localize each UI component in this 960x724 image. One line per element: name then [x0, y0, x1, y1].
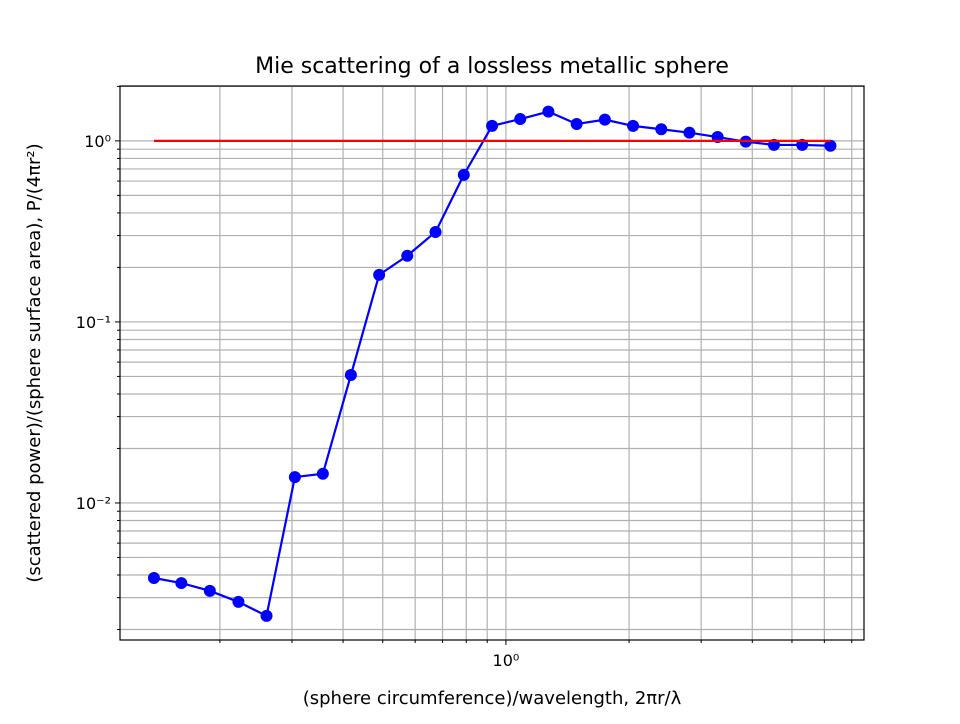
data-point [429, 225, 442, 238]
data-point [570, 117, 583, 130]
data-point [316, 467, 329, 480]
data-point [344, 369, 357, 382]
data-point [683, 126, 696, 139]
data-point [627, 119, 640, 132]
x-tick-label: 10⁰ [493, 651, 520, 670]
data-point [260, 609, 273, 622]
plot-frame [119, 85, 865, 641]
data-point [203, 584, 216, 597]
x-axis-label: (sphere circumference)/wavelength, 2πr/λ [303, 688, 682, 709]
y-tick-label: 10⁻² [76, 494, 111, 513]
data-point [655, 123, 668, 136]
series-line [153, 110, 831, 618]
y-tick-label: 10⁰ [84, 132, 111, 151]
data-point [514, 113, 527, 126]
data-point [457, 168, 470, 181]
data-point [824, 139, 837, 152]
data-point [486, 119, 499, 132]
data-point [232, 595, 245, 608]
data-point [401, 249, 414, 262]
data-point [147, 572, 160, 585]
y-axis-label: (scattered power)/(sphere surface area),… [24, 143, 45, 582]
data-point [542, 105, 555, 118]
chart-title: Mie scattering of a lossless metallic sp… [255, 54, 729, 79]
data-point [288, 471, 301, 484]
y-tick-label: 10⁻¹ [76, 313, 111, 332]
data-point [175, 577, 188, 590]
data-point [373, 268, 386, 281]
data-point [598, 113, 611, 126]
